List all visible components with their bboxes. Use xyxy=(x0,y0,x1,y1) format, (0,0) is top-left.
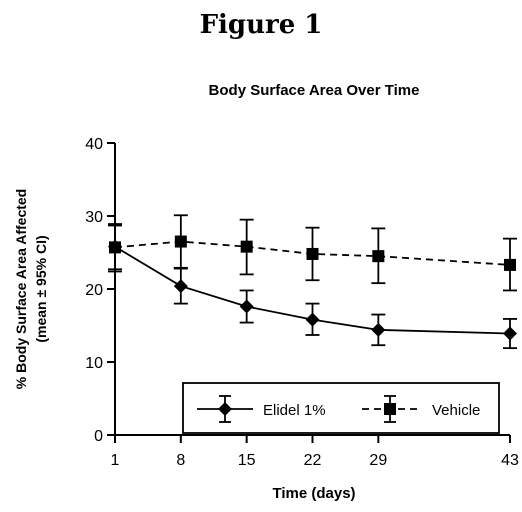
series-layer xyxy=(108,214,517,350)
chart-title: Body Surface Area Over Time xyxy=(209,82,420,99)
data-point xyxy=(173,279,188,294)
x-tick-label: 22 xyxy=(304,452,322,469)
x-tick-label: 1 xyxy=(111,452,120,469)
legend-marker xyxy=(218,402,232,416)
legend-marker xyxy=(384,403,396,415)
data-point xyxy=(504,258,516,271)
data-point xyxy=(372,250,385,263)
data-point xyxy=(109,241,121,254)
axes: 0 10 20 30 40 1 8 15 22 29 43 xyxy=(85,136,519,469)
x-axis-label: Time (days) xyxy=(272,485,355,502)
y-axis-label: % Body Surface Area Affected xyxy=(13,189,29,389)
y-tick-label: 20 xyxy=(85,282,103,299)
data-point xyxy=(306,247,319,260)
data-point xyxy=(240,240,253,253)
figure-heading: Figure 1 xyxy=(199,10,323,40)
legend-item: Vehicle xyxy=(362,395,480,423)
data-point xyxy=(174,235,187,248)
x-tick-label: 29 xyxy=(369,452,387,469)
y-tick-label: 40 xyxy=(85,136,103,153)
legend-item: Elidel 1% xyxy=(197,395,326,423)
data-point xyxy=(239,299,254,314)
legend: Elidel 1% Vehicle xyxy=(182,382,500,434)
data-point xyxy=(371,322,386,337)
legend-box xyxy=(182,382,500,434)
y-axis-title: % Body Surface Area Affected (mean ± 95%… xyxy=(13,189,49,389)
y-tick-label: 10 xyxy=(85,355,103,372)
series-line xyxy=(114,245,511,335)
series-vehicle xyxy=(108,214,517,292)
x-tick-label: 8 xyxy=(176,452,185,469)
y-tick-label: 30 xyxy=(85,209,103,226)
x-tick-label: 43 xyxy=(501,452,519,469)
data-point xyxy=(503,326,517,341)
x-tick-label: 15 xyxy=(238,452,256,469)
legend-label: Vehicle xyxy=(432,402,480,419)
legend-label: Elidel 1% xyxy=(263,402,326,419)
y-tick-label: 0 xyxy=(94,428,103,445)
y-axis-sublabel: (mean ± 95% CI) xyxy=(33,235,49,342)
data-point xyxy=(305,312,320,327)
